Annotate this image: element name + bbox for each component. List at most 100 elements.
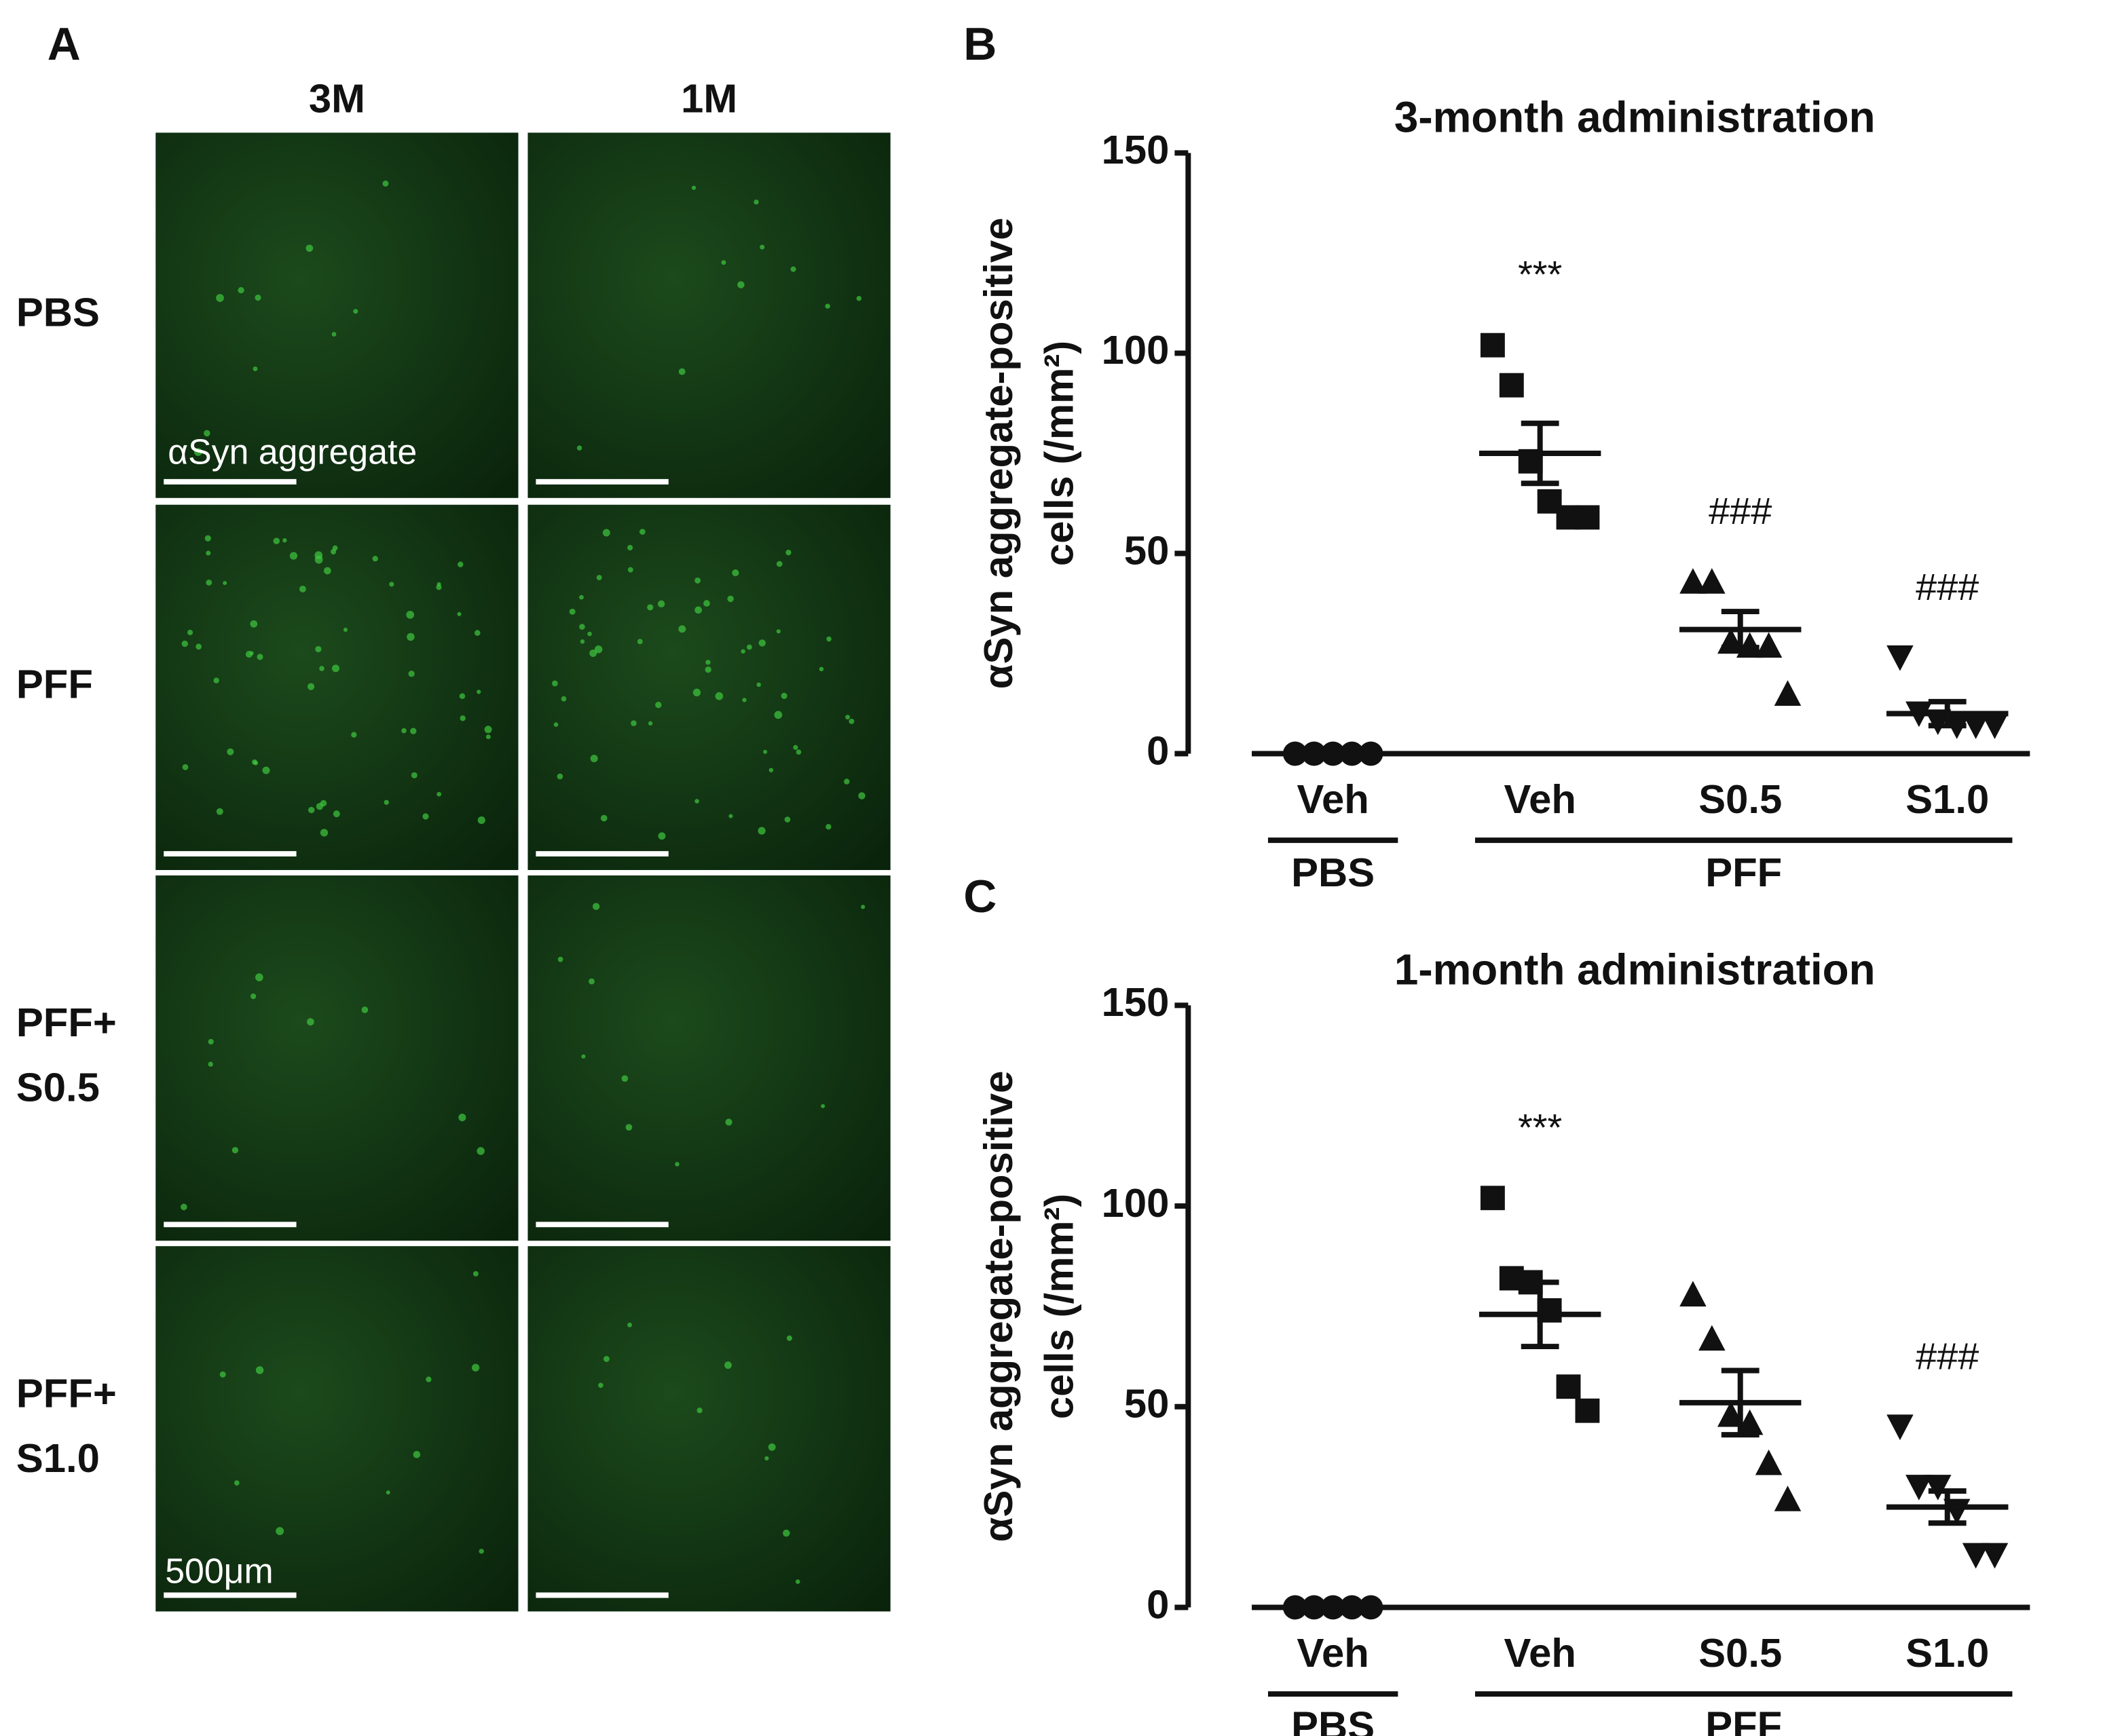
aggregate-spot xyxy=(206,550,211,556)
micrograph xyxy=(155,504,519,870)
aggregate-spot xyxy=(627,544,633,551)
aggregate-spot xyxy=(849,718,855,724)
aggregate-spot xyxy=(282,538,287,543)
aggregate-spot xyxy=(257,654,263,660)
data-point xyxy=(1755,632,1783,658)
aggregate-spot xyxy=(234,1480,240,1486)
aggregate-spot xyxy=(703,600,710,607)
aggregate-spot xyxy=(484,725,492,734)
data-point xyxy=(1886,645,1914,671)
data-point xyxy=(1575,1398,1600,1423)
stain-label: αSyn aggregate xyxy=(168,432,417,472)
aggregate-spot xyxy=(552,680,558,687)
x-tick-label: Veh xyxy=(1504,776,1576,822)
aggregate-spot xyxy=(590,755,598,763)
aggregate-spot xyxy=(603,1355,610,1362)
significance-label: ### xyxy=(1916,565,1979,608)
chart-title: 3-month administration xyxy=(1394,92,1876,141)
aggregate-spot xyxy=(658,832,666,840)
data-point xyxy=(1924,1475,1952,1501)
aggregate-spot xyxy=(858,792,866,799)
aggregate-spot xyxy=(411,772,417,778)
data-point xyxy=(1556,1374,1581,1399)
aggregate-spot xyxy=(589,649,597,657)
aggregate-spot xyxy=(795,1579,800,1584)
significance-label: ### xyxy=(1916,1334,1979,1377)
aggregate-spot xyxy=(436,791,442,797)
aggregate-spot xyxy=(213,677,219,684)
aggregate-spot xyxy=(825,303,830,309)
aggregate-spot xyxy=(276,1527,284,1535)
aggregate-spot xyxy=(460,715,466,721)
micrograph xyxy=(155,875,519,1241)
aggregate-spot xyxy=(361,1006,369,1013)
aggregate-spot xyxy=(655,702,662,709)
aggregate-spot xyxy=(786,1335,792,1341)
aggregate-spot xyxy=(631,720,637,726)
aggregate-spot xyxy=(255,973,263,981)
aggregate-spot xyxy=(307,683,315,690)
data-point xyxy=(1736,1409,1764,1435)
aggregate-spot xyxy=(790,266,796,272)
aggregate-spot xyxy=(471,1363,480,1372)
x-tick-label: Veh xyxy=(1504,1630,1576,1676)
aggregate-spot xyxy=(579,624,585,630)
aggregate-spot xyxy=(639,529,646,535)
aggregate-spot xyxy=(477,690,481,694)
data-point xyxy=(1679,1281,1707,1307)
aggregate-spot xyxy=(308,806,315,814)
aggregate-spot xyxy=(410,728,417,734)
aggregate-spot xyxy=(238,286,244,294)
aggregate-spot xyxy=(262,766,270,774)
aggregate-spot xyxy=(216,294,224,302)
aggregate-spot xyxy=(372,555,378,562)
aggregate-spot xyxy=(753,200,759,205)
aggregate-spot xyxy=(627,1322,633,1327)
aggregate-spot xyxy=(187,629,193,636)
aggregate-spot xyxy=(181,640,189,647)
aggregate-spot xyxy=(742,698,747,702)
aggregate-spot xyxy=(401,728,407,734)
aggregate-spot xyxy=(216,808,223,815)
aggregate-spot xyxy=(289,552,298,560)
aggregate-spot xyxy=(696,1408,703,1414)
micrograph xyxy=(527,504,891,870)
micrograph xyxy=(155,1246,519,1612)
aggregate-spot xyxy=(648,721,653,726)
aggregate-spot xyxy=(763,749,768,754)
aggregate-spot xyxy=(784,816,791,823)
aggregate-spot xyxy=(343,627,348,633)
aggregate-spot xyxy=(826,636,832,642)
aggregate-spot xyxy=(785,549,792,556)
data-point xyxy=(1679,568,1707,594)
data-point xyxy=(1698,1325,1726,1351)
column-label: 1M xyxy=(681,75,737,121)
aggregate-spot xyxy=(182,764,189,770)
aggregate-spot xyxy=(724,1361,732,1369)
significance-label: ### xyxy=(1709,489,1772,532)
aggregate-spot xyxy=(825,824,832,830)
aggregate-spot xyxy=(725,1118,732,1126)
row-label: PFF xyxy=(16,662,93,707)
aggregate-spot xyxy=(219,1371,226,1378)
aggregate-spot xyxy=(758,639,766,647)
aggregate-spot xyxy=(621,1075,629,1082)
y-tick-label: 150 xyxy=(1102,979,1170,1025)
aggregate-spot xyxy=(845,715,851,720)
y-tick-label: 100 xyxy=(1102,1180,1170,1226)
aggregate-spot xyxy=(781,692,787,699)
aggregate-spot xyxy=(331,332,337,337)
aggregate-spot xyxy=(596,575,602,581)
data-point xyxy=(1962,713,1990,739)
aggregate-spot xyxy=(436,584,442,590)
aggregate-spot xyxy=(715,692,724,700)
aggregate-spot xyxy=(732,569,739,577)
aggregate-spot xyxy=(783,1529,790,1537)
y-tick-label: 150 xyxy=(1102,127,1170,172)
data-point xyxy=(1981,713,2009,739)
aggregate-spot xyxy=(384,799,389,805)
group-label: PBS xyxy=(1291,1703,1375,1736)
aggregate-spot xyxy=(602,529,610,537)
aggregate-spot xyxy=(227,748,234,755)
aggregate-spot xyxy=(331,664,339,673)
